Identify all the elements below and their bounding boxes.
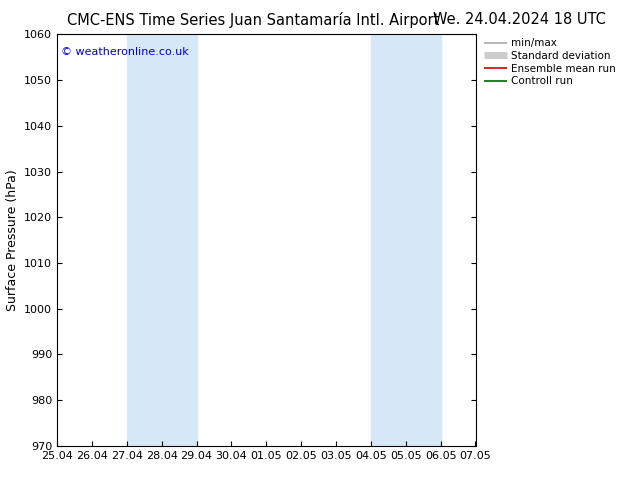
Y-axis label: Surface Pressure (hPa): Surface Pressure (hPa) [6, 169, 18, 311]
Bar [371, 34, 441, 446]
Text: © weatheronline.co.uk: © weatheronline.co.uk [61, 47, 189, 57]
Legend: min/max, Standard deviation, Ensemble mean run, Controll run: min/max, Standard deviation, Ensemble me… [480, 34, 620, 91]
Text: CMC-ENS Time Series Juan Santamaría Intl. Airport: CMC-ENS Time Series Juan Santamaría Intl… [67, 12, 440, 28]
Text: We. 24.04.2024 18 UTC: We. 24.04.2024 18 UTC [434, 12, 606, 27]
Bar [127, 34, 197, 446]
